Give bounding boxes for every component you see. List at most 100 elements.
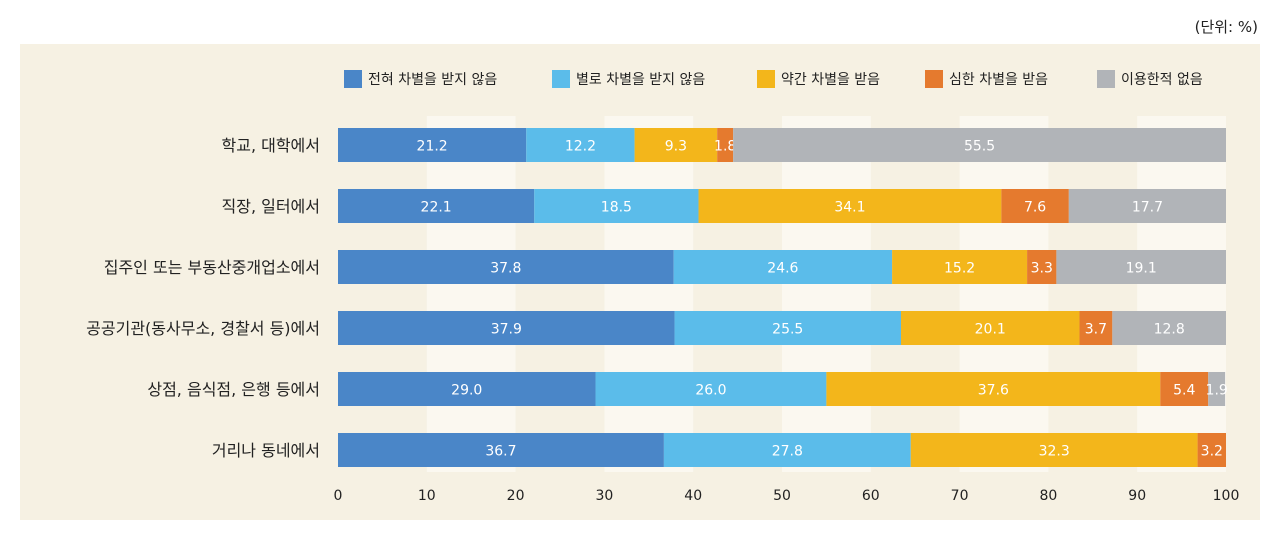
data-label: 15.2 bbox=[944, 261, 975, 277]
legend-label: 이용한적 없음 bbox=[1121, 72, 1203, 88]
bar-segment bbox=[717, 128, 734, 162]
x-tick-label: 70 bbox=[951, 488, 969, 504]
bar-segment bbox=[733, 128, 1226, 162]
data-label: 5.4 bbox=[1173, 383, 1195, 399]
legend-label: 전혀 차별을 받지 않음 bbox=[368, 72, 497, 88]
category-label: 공공기관(동사무소, 경찰서 등)에서 bbox=[86, 319, 320, 338]
bar-segment bbox=[1112, 311, 1226, 345]
bar-segment bbox=[1160, 372, 1209, 406]
legend-label: 심한 차별을 받음 bbox=[949, 72, 1048, 88]
data-label: 3.7 bbox=[1085, 322, 1107, 338]
data-label: 55.5 bbox=[964, 139, 995, 155]
bar-segment bbox=[663, 433, 911, 467]
data-label: 21.2 bbox=[417, 139, 448, 155]
bar-segment bbox=[634, 128, 718, 162]
data-label: 7.6 bbox=[1024, 200, 1046, 216]
bar-segment bbox=[526, 128, 635, 162]
data-label: 26.0 bbox=[695, 383, 726, 399]
bar-segment bbox=[892, 250, 1028, 284]
data-label: 3.3 bbox=[1031, 261, 1053, 277]
data-label: 37.8 bbox=[490, 261, 521, 277]
bar-row: 집주인 또는 부동산중개업소에서 37.8 24.6 15.2 3.3 19.1 bbox=[104, 250, 1226, 284]
bar-segment bbox=[1068, 189, 1226, 223]
bar-segment bbox=[910, 433, 1198, 467]
legend-swatch bbox=[552, 70, 570, 88]
bar-row: 공공기관(동사무소, 경찰서 등)에서 37.9 25.5 20.1 3.7 12.8 bbox=[86, 311, 1226, 345]
bar-segment bbox=[1208, 372, 1226, 406]
legend-swatch bbox=[1097, 70, 1115, 88]
bar-segment bbox=[595, 372, 827, 406]
bar-segment bbox=[338, 372, 596, 406]
bar-row: 거리나 동네에서 36.7 27.8 32.3 3.2 bbox=[212, 433, 1226, 467]
bar-segment bbox=[826, 372, 1161, 406]
grid-band bbox=[959, 116, 1049, 472]
x-axis: 0 10 20 30 40 50 60 70 80 90 100 bbox=[334, 488, 1240, 504]
legend-swatch bbox=[925, 70, 943, 88]
bar-segment bbox=[1001, 189, 1069, 223]
x-tick-label: 90 bbox=[1128, 488, 1146, 504]
bar-segment bbox=[698, 189, 1002, 223]
bar-segment bbox=[1027, 250, 1057, 284]
x-tick-label: 100 bbox=[1213, 488, 1240, 504]
data-label: 36.7 bbox=[485, 444, 516, 460]
grid-band bbox=[604, 116, 694, 472]
bar-segment bbox=[338, 311, 675, 345]
bar-row: 직장, 일터에서 22.1 18.5 34.1 7.6 17.7 bbox=[222, 189, 1226, 223]
x-tick-label: 60 bbox=[862, 488, 880, 504]
bar-segment bbox=[534, 189, 699, 223]
x-tick-label: 10 bbox=[418, 488, 436, 504]
x-tick-label: 50 bbox=[773, 488, 791, 504]
data-label: 32.3 bbox=[1039, 444, 1070, 460]
data-label: 12.2 bbox=[565, 139, 596, 155]
bar-row: 학교, 대학에서 21.2 12.2 9.3 1.8 55.5 bbox=[222, 128, 1226, 162]
unit-label: (단위: %) bbox=[1194, 18, 1258, 36]
bar-segment bbox=[338, 128, 527, 162]
legend-label: 약간 차별을 받음 bbox=[781, 72, 880, 88]
data-label: 1.9 bbox=[1206, 383, 1228, 399]
bar-segment bbox=[338, 250, 674, 284]
data-label: 24.6 bbox=[767, 261, 798, 277]
x-tick-label: 40 bbox=[684, 488, 702, 504]
category-label: 거리나 동네에서 bbox=[212, 441, 320, 460]
legend-label: 별로 차별을 받지 않음 bbox=[576, 72, 705, 88]
legend-swatch bbox=[344, 70, 362, 88]
legend-swatch bbox=[757, 70, 775, 88]
bar-segment bbox=[1079, 311, 1113, 345]
x-tick-label: 80 bbox=[1039, 488, 1057, 504]
category-label: 직장, 일터에서 bbox=[222, 197, 321, 216]
x-tick-label: 30 bbox=[595, 488, 613, 504]
data-label: 34.1 bbox=[834, 200, 865, 216]
data-label: 1.8 bbox=[714, 139, 736, 155]
bar-segment bbox=[338, 189, 535, 223]
data-label: 25.5 bbox=[772, 322, 803, 338]
bar-segment bbox=[674, 311, 901, 345]
grid-band bbox=[426, 116, 516, 472]
data-label: 9.3 bbox=[665, 139, 687, 155]
bar-segment bbox=[338, 433, 664, 467]
data-label: 3.2 bbox=[1201, 444, 1223, 460]
bar-rows: 학교, 대학에서 21.2 12.2 9.3 1.8 55.5 직장, 일터에서 22.1 18… bbox=[86, 128, 1228, 467]
bar-segment bbox=[900, 311, 1080, 345]
data-label: 17.7 bbox=[1132, 200, 1163, 216]
bar-segment bbox=[673, 250, 893, 284]
bar-segment bbox=[1056, 250, 1226, 284]
x-tick-label: 0 bbox=[334, 488, 343, 504]
data-label: 29.0 bbox=[451, 383, 482, 399]
data-label: 18.5 bbox=[601, 200, 632, 216]
grid-band bbox=[782, 116, 871, 472]
category-label: 학교, 대학에서 bbox=[222, 136, 321, 155]
x-tick-label: 20 bbox=[507, 488, 525, 504]
chart-legend: 전혀 차별을 받지 않음 별로 차별을 받지 않음 약간 차별을 받음 심한 차별을 … bbox=[344, 70, 1203, 88]
category-label: 상점, 음식점, 은행 등에서 bbox=[147, 380, 320, 399]
data-label: 20.1 bbox=[975, 322, 1006, 338]
category-label: 집주인 또는 부동산중개업소에서 bbox=[104, 258, 320, 277]
data-label: 37.6 bbox=[978, 383, 1009, 399]
grid-band bbox=[1137, 116, 1226, 472]
bar-row: 상점, 음식점, 은행 등에서 29.0 26.0 37.6 5.4 1.9 bbox=[147, 372, 1228, 406]
data-label: 27.8 bbox=[772, 444, 803, 460]
grid-bands bbox=[426, 116, 1226, 472]
data-label: 19.1 bbox=[1126, 261, 1157, 277]
data-label: 22.1 bbox=[421, 200, 452, 216]
data-label: 37.9 bbox=[491, 322, 522, 338]
